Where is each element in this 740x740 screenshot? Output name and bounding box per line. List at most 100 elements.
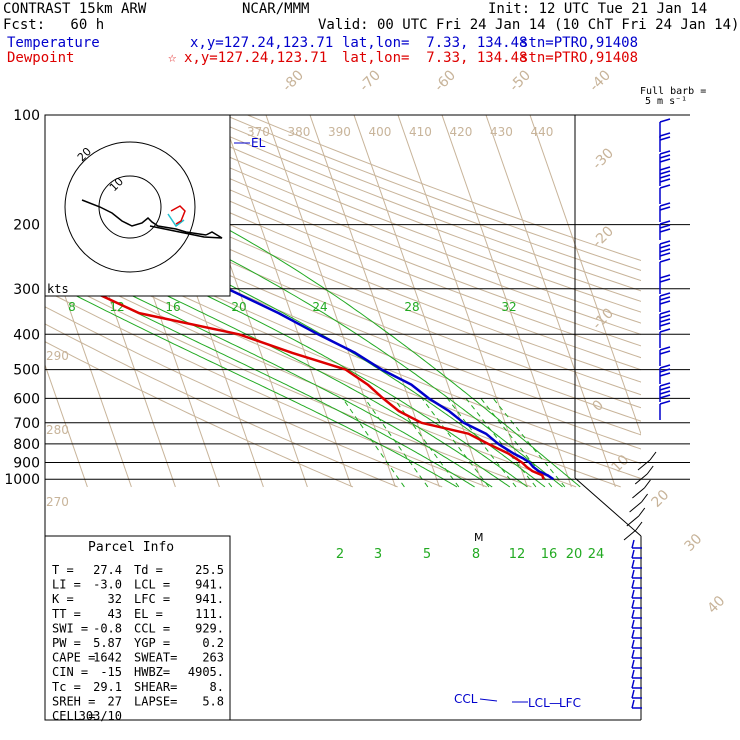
parcel-info-value: 25.5 (195, 563, 224, 577)
dry-adiabat-line (156, 115, 641, 302)
theta-label: 410 (409, 125, 432, 139)
parcel-info-value: CIN = (52, 665, 88, 679)
isotherm-label: -50 (507, 67, 534, 94)
isotherm-label: -40 (587, 67, 614, 94)
wind-barb-feather (631, 629, 635, 639)
wind-barb-feather (631, 699, 635, 709)
parcel-info-value: 941. (195, 592, 224, 606)
forecast-hour: Fcst: 60 h (3, 17, 105, 33)
isotherm-label: 0 (590, 397, 608, 415)
parcel-info-value: SWEAT= (134, 651, 177, 665)
isotherm-label: -60 (432, 67, 459, 94)
isotherm-line (265, 115, 396, 488)
dry-adiabat-line (45, 289, 487, 488)
hodograph-ring-outer (64, 141, 196, 273)
dry-adiabat-line (45, 273, 532, 488)
wind-barb-feather (631, 599, 635, 609)
moist-adiabat-label: 20 (231, 300, 246, 314)
wind-barb-feather (659, 220, 671, 225)
isotherm-line (45, 363, 88, 488)
wind-barb-feather (631, 589, 635, 599)
parcel-info-value: 0.2 (202, 636, 224, 650)
wind-barb-feather (659, 318, 671, 323)
wind-barb-feather (659, 132, 671, 137)
hodograph-trace-red (170, 205, 186, 225)
wind-barb-feather (659, 322, 671, 327)
parcel-info-value: 8. (210, 680, 224, 694)
wind-barb-feather (659, 296, 671, 301)
mixing-ratio-label: 8 (472, 547, 480, 562)
parcel-info-value: 929. (195, 621, 224, 635)
pressure-tick-label: 400 (13, 327, 40, 343)
mixing-ratio-label: 12 (509, 547, 526, 562)
parcel-info-value: -3.0 (93, 578, 122, 592)
wind-barb-feather (659, 278, 671, 283)
wind-barb-feather (635, 521, 643, 531)
wind-barb-feather (659, 248, 671, 253)
hodograph-inset: 10 20 kts (44, 114, 231, 297)
theta-label: 440 (531, 125, 554, 139)
wind-barb-feather (659, 292, 671, 297)
wind-barb-feather (631, 679, 635, 689)
isotherm-line (221, 115, 352, 488)
wind-barb-feather (631, 669, 635, 679)
wind-barb-feather (659, 174, 671, 179)
wind-barb-feather (659, 390, 671, 395)
dry-adiabat-line (45, 175, 641, 422)
mixing-ratio-line (421, 398, 490, 488)
pressure-tick-label: 800 (13, 437, 40, 453)
isotherm-label: 30 (682, 531, 706, 555)
wind-barb-feather (631, 639, 635, 649)
wind-barb-feather (631, 649, 635, 659)
theta-label-left: 280 (46, 423, 69, 437)
parcel-info-box: Parcel Info T = 27.4 Td = 25.5 LI = -3.0 LCL =… (44, 535, 231, 723)
barb-legend-line1: Full barb = (640, 86, 707, 97)
moist-adiabat-label: 16 (165, 300, 180, 314)
moist-adiabat-label: 24 (312, 300, 327, 314)
dry-adiabat-line (87, 115, 641, 335)
isotherm-label: -80 (280, 67, 307, 94)
dry-adiabat-line (45, 323, 398, 488)
lfc-annotation: LFC (559, 696, 581, 710)
dewpoint-profile (45, 259, 545, 480)
pressure-tick-label: 500 (13, 363, 40, 379)
parcel-info-value: 27.4 (93, 563, 122, 577)
wind-barb-feather (659, 350, 671, 355)
lcl-annotation: LCL (528, 696, 550, 710)
mixing-ratio-label: 24 (588, 547, 605, 562)
moist-adiabat-line (45, 279, 458, 488)
wind-barb-feather (631, 579, 635, 589)
dewpoint-star-icon: ☆ (168, 50, 177, 66)
temperature-station: stn=PTRO,91408 (520, 35, 639, 51)
parcel-info-value: LAPSE= (134, 694, 177, 708)
sounding-annotations: EL LCL — LFC CCL M (234, 136, 581, 710)
wind-barb-feather (631, 559, 635, 569)
isotherm-label: -30 (590, 145, 617, 172)
hodograph-frame (44, 114, 231, 297)
wind-barb-feather (631, 609, 635, 619)
parcel-info-value: 1642 (93, 651, 122, 665)
parcel-info-value: EL = (134, 607, 163, 621)
mixing-ratio-line (342, 398, 405, 488)
theta-label: 420 (450, 125, 473, 139)
parcel-info-frame (44, 535, 231, 721)
dry-adiabat-line (45, 127, 641, 371)
theta-label: 380 (288, 125, 311, 139)
wind-barb-feather (659, 118, 671, 123)
wind-barb-feather (659, 150, 671, 155)
wind-barb-feather (659, 346, 671, 351)
pressure-tick-label: 700 (13, 416, 40, 432)
mixing-ratio-line (480, 398, 553, 488)
dewpoint-latlon: lat,lon= 7.33, 134.48 (342, 50, 528, 66)
hodograph-trace-cyan (167, 213, 185, 228)
pressure-tick-label: 200 (13, 218, 40, 234)
parcel-info-value: CELL = (52, 709, 95, 723)
dry-adiabat-line (45, 306, 443, 488)
wind-barb-feather (659, 364, 671, 369)
wind-barb (626, 515, 640, 527)
wind-barb-feather (659, 178, 671, 183)
dry-adiabat-line (179, 115, 641, 292)
wind-barb-feather (659, 258, 671, 263)
wind-barb-feather (659, 154, 671, 159)
